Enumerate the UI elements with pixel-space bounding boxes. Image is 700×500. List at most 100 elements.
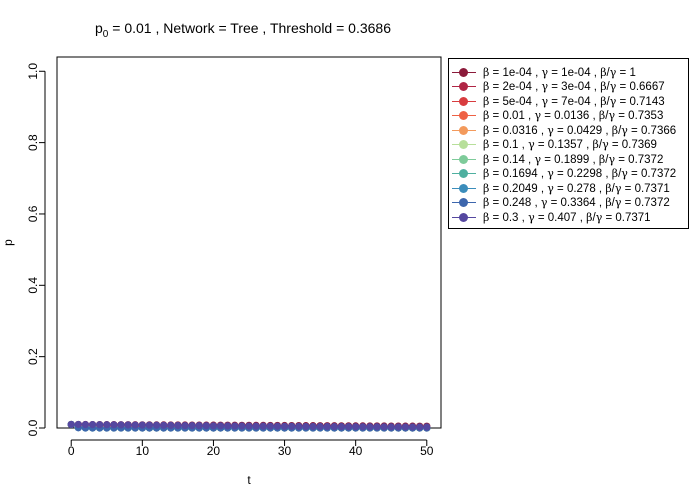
data-point xyxy=(81,420,90,429)
data-point xyxy=(238,422,246,430)
legend-marker xyxy=(459,125,468,135)
y-tick-label: 0.8 xyxy=(26,134,40,151)
legend-item: β = 0.01 , γ = 0.0136 , β/γ = 0.7353 xyxy=(449,109,689,123)
x-tick-label: 40 xyxy=(349,444,363,458)
data-point xyxy=(88,421,97,429)
y-axis-label: p xyxy=(1,239,15,246)
plot-frame xyxy=(56,56,442,429)
y-tick-label: 0.6 xyxy=(26,205,40,222)
legend-marker xyxy=(459,169,468,179)
data-point xyxy=(103,421,111,429)
legend-ratio-value: 0.7371 xyxy=(634,182,670,195)
data-point xyxy=(316,422,324,431)
data-point xyxy=(330,422,338,431)
legend-item: β = 0.14 , γ = 0.1899 , β/γ = 0.7372 xyxy=(449,153,689,167)
legend-item: β = 0.248 , γ = 0.3364 , β/γ = 0.7372 xyxy=(449,196,689,210)
x-tick-label: 50 xyxy=(420,444,434,458)
x-tick-label: 20 xyxy=(207,444,221,458)
chart-title: p0 = 0.01 , Network = Tree , Threshold =… xyxy=(95,20,391,40)
legend-marker xyxy=(459,198,468,208)
data-point xyxy=(138,421,146,429)
legend-beta-value: 0.0316 xyxy=(502,124,538,137)
data-point xyxy=(288,422,296,430)
legend-label: β = 0.01 , γ = 0.0136 , β/γ = 0.7353 xyxy=(483,109,664,123)
data-point xyxy=(167,421,175,429)
x-tick-label: 0 xyxy=(68,444,75,458)
legend-label: β = 0.0316 , γ = 0.0429 , β/γ = 0.7366 xyxy=(483,123,677,137)
legend-label: β = 0.248 , γ = 0.3364 , β/γ = 0.7372 xyxy=(483,196,670,210)
data-point xyxy=(74,420,82,429)
legend-gamma-value: 0.407 xyxy=(547,211,577,224)
legend-item: β = 0.0316 , γ = 0.0429 , β/γ = 0.7366 xyxy=(449,124,689,138)
legend-beta-value: 1e-04 xyxy=(502,67,532,79)
legend-ratio-value: 0.7372 xyxy=(628,153,664,166)
title-rest: = 0.01 , Network = Tree , Threshold = 0.… xyxy=(108,20,391,36)
legend-marker xyxy=(459,96,468,106)
data-point xyxy=(174,421,182,430)
legend-label: β = 0.2049 , γ = 0.278 , β/γ = 0.7371 xyxy=(483,181,670,195)
data-point xyxy=(323,422,331,431)
y-tick-label: 0.2 xyxy=(26,348,40,365)
legend-beta-value: 5e-04 xyxy=(502,95,532,108)
legend-beta-value: 0.01 xyxy=(502,110,525,123)
data-point xyxy=(416,423,424,431)
legend-gamma-value: 0.1899 xyxy=(554,153,590,166)
legend-marker xyxy=(459,82,468,92)
data-point xyxy=(394,423,402,431)
legend-ratio-value: 0.6667 xyxy=(629,81,665,94)
data-point xyxy=(110,421,118,429)
y-tick-label: 0.4 xyxy=(26,277,40,294)
data-point xyxy=(216,422,225,430)
legend-label: β = 0.3 , γ = 0.407 , β/γ = 0.7371 xyxy=(483,210,651,224)
legend-gamma-value: 0.0136 xyxy=(554,110,590,123)
legend-item: β = 2e-04 , γ = 3e-04 , β/γ = 0.6667 xyxy=(449,80,689,94)
data-point xyxy=(273,422,282,430)
legend-marker xyxy=(459,68,468,77)
data-point xyxy=(245,422,253,430)
data-point xyxy=(295,422,303,430)
legend-beta-value: 0.2049 xyxy=(502,182,538,195)
legend-marker xyxy=(459,183,468,193)
data-point xyxy=(280,422,289,430)
legend-ratio-value: 0.7369 xyxy=(621,139,657,152)
legend-label: β = 0.1694 , γ = 0.2298 , β/γ = 0.7372 xyxy=(483,167,677,181)
data-point xyxy=(224,422,232,430)
legend-beta-value: 0.1 xyxy=(502,139,519,152)
legend-beta-value: 0.3 xyxy=(502,211,519,224)
data-point xyxy=(160,421,168,429)
data-point xyxy=(359,423,367,431)
legend-beta-value: 0.1694 xyxy=(502,168,538,181)
data-point xyxy=(266,422,274,430)
legend-gamma-value: 0.3364 xyxy=(560,197,596,210)
title-subscript: 0 xyxy=(102,28,109,40)
legend-beta-value: 0.14 xyxy=(502,153,525,166)
legend-beta-value: 0.248 xyxy=(502,197,532,210)
legend-item: β = 0.1 , γ = 0.1357 , β/γ = 0.7369 xyxy=(449,138,689,152)
legend-gamma-value: 0.1357 xyxy=(547,139,583,152)
legend-label: β = 1e-04 , γ = 1e-04 , β/γ = 1 xyxy=(483,66,636,79)
data-point xyxy=(117,421,125,429)
data-point xyxy=(302,422,310,431)
y-tick-label: 1.0 xyxy=(26,63,40,80)
legend-marker xyxy=(459,140,468,150)
data-point xyxy=(124,421,132,429)
legend-item: β = 0.3 , γ = 0.407 , β/γ = 0.7371 xyxy=(449,211,689,225)
data-point xyxy=(423,423,431,431)
data-point xyxy=(259,422,267,430)
legend-gamma-value: 0.2298 xyxy=(566,168,603,181)
legend-gamma-value: 7e-04 xyxy=(561,95,591,108)
legend-ratio-value: 0.7353 xyxy=(628,110,664,123)
legend-label: β = 5e-04 , γ = 7e-04 , β/γ = 0.7143 xyxy=(483,94,665,108)
data-point xyxy=(373,423,381,431)
legend-item: β = 5e-04 , γ = 7e-04 , β/γ = 0.7143 xyxy=(449,95,689,109)
data-point xyxy=(152,421,161,429)
legend-gamma-value: 3e-04 xyxy=(561,81,591,94)
data-point xyxy=(195,422,203,430)
x-tick-label: 30 xyxy=(278,444,292,458)
data-point xyxy=(96,421,104,429)
data-point xyxy=(337,423,346,431)
data-point xyxy=(380,423,388,431)
data-point xyxy=(408,423,417,431)
